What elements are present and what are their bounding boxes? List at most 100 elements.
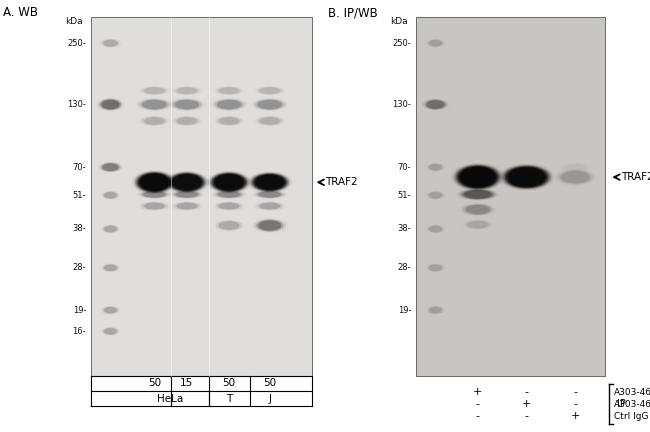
Ellipse shape	[256, 116, 283, 126]
Text: 51-: 51-	[398, 191, 411, 200]
Ellipse shape	[218, 87, 240, 94]
Text: -: -	[525, 387, 528, 397]
Text: 28-: 28-	[73, 264, 86, 272]
Text: 16-: 16-	[73, 327, 86, 336]
Ellipse shape	[144, 203, 165, 210]
Text: B. IP/WB: B. IP/WB	[328, 6, 378, 19]
Ellipse shape	[98, 98, 123, 111]
Text: -: -	[573, 399, 577, 410]
Ellipse shape	[249, 172, 291, 192]
Text: +: +	[473, 387, 482, 397]
Ellipse shape	[138, 190, 170, 199]
Ellipse shape	[103, 327, 118, 335]
Ellipse shape	[456, 165, 500, 189]
Ellipse shape	[503, 165, 550, 189]
Text: 19-: 19-	[398, 306, 411, 314]
Ellipse shape	[256, 191, 283, 198]
Ellipse shape	[462, 190, 494, 199]
Ellipse shape	[454, 165, 501, 190]
Ellipse shape	[211, 173, 247, 192]
Text: 130-: 130-	[392, 100, 411, 109]
Ellipse shape	[429, 164, 442, 171]
Text: 19-: 19-	[73, 306, 86, 314]
Ellipse shape	[256, 219, 283, 232]
Ellipse shape	[459, 166, 497, 188]
Ellipse shape	[101, 225, 120, 233]
Ellipse shape	[428, 306, 443, 314]
Ellipse shape	[250, 173, 289, 192]
Text: Ctrl IgG: Ctrl IgG	[614, 412, 649, 421]
Ellipse shape	[257, 100, 282, 109]
Ellipse shape	[248, 172, 292, 193]
Text: A. WB: A. WB	[3, 6, 38, 19]
Text: 70-: 70-	[398, 163, 411, 172]
Ellipse shape	[172, 174, 202, 191]
Text: 50: 50	[148, 378, 161, 388]
Ellipse shape	[103, 264, 118, 272]
Text: -: -	[476, 399, 480, 410]
Ellipse shape	[142, 100, 166, 109]
Ellipse shape	[138, 173, 171, 192]
Text: 38-: 38-	[72, 225, 86, 233]
Ellipse shape	[141, 116, 168, 126]
Text: 51-: 51-	[73, 191, 86, 200]
Ellipse shape	[461, 203, 495, 216]
Ellipse shape	[255, 175, 285, 190]
Ellipse shape	[214, 174, 244, 191]
Text: 130-: 130-	[67, 100, 86, 109]
Ellipse shape	[136, 172, 172, 192]
Ellipse shape	[166, 172, 207, 193]
Ellipse shape	[213, 190, 245, 199]
Ellipse shape	[561, 163, 590, 172]
Ellipse shape	[216, 116, 242, 126]
Ellipse shape	[216, 202, 242, 210]
Ellipse shape	[169, 173, 205, 192]
Ellipse shape	[256, 86, 283, 95]
Ellipse shape	[137, 98, 172, 111]
Ellipse shape	[101, 163, 120, 172]
Ellipse shape	[176, 203, 198, 210]
Ellipse shape	[453, 164, 502, 191]
Ellipse shape	[255, 99, 285, 110]
Ellipse shape	[254, 174, 286, 191]
Ellipse shape	[103, 225, 118, 233]
Ellipse shape	[506, 167, 547, 187]
Ellipse shape	[564, 164, 586, 172]
Ellipse shape	[216, 220, 242, 231]
Ellipse shape	[214, 99, 244, 110]
Ellipse shape	[174, 116, 200, 126]
Ellipse shape	[100, 99, 121, 110]
Ellipse shape	[555, 169, 595, 185]
Ellipse shape	[254, 219, 286, 232]
Ellipse shape	[103, 191, 118, 199]
Ellipse shape	[141, 202, 168, 210]
Ellipse shape	[144, 117, 165, 125]
Ellipse shape	[559, 170, 592, 184]
Ellipse shape	[217, 100, 241, 109]
Ellipse shape	[133, 170, 177, 194]
Ellipse shape	[502, 165, 551, 189]
Ellipse shape	[252, 173, 288, 191]
Ellipse shape	[103, 163, 119, 171]
Ellipse shape	[259, 203, 280, 210]
Ellipse shape	[562, 171, 589, 183]
Ellipse shape	[259, 220, 281, 231]
Ellipse shape	[460, 167, 495, 187]
Bar	[416, 17, 604, 376]
Text: -: -	[525, 411, 528, 422]
Text: TRAF2: TRAF2	[621, 172, 650, 182]
Ellipse shape	[171, 190, 203, 199]
Text: J: J	[268, 394, 271, 403]
Text: TRAF2: TRAF2	[325, 177, 358, 187]
Ellipse shape	[104, 192, 117, 199]
Ellipse shape	[210, 172, 248, 192]
Ellipse shape	[457, 166, 499, 188]
Ellipse shape	[100, 39, 121, 48]
Text: -: -	[573, 387, 577, 397]
Ellipse shape	[429, 40, 442, 47]
Ellipse shape	[101, 306, 120, 314]
Ellipse shape	[259, 191, 281, 198]
Text: +: +	[522, 399, 531, 410]
Ellipse shape	[104, 307, 117, 314]
Ellipse shape	[458, 188, 498, 200]
